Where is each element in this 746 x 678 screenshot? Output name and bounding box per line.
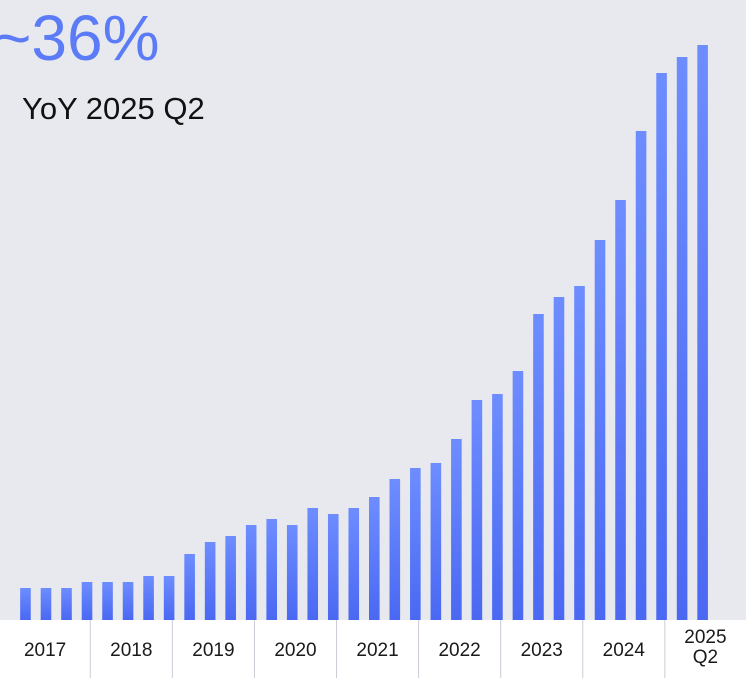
- bar: [348, 508, 360, 620]
- bar: [266, 519, 277, 620]
- bar: [451, 439, 462, 620]
- chart-title: ~36%: [0, 2, 159, 74]
- bar: [676, 57, 688, 620]
- x-tick-label: 2023: [521, 640, 563, 661]
- bar: [533, 314, 544, 620]
- axis-band: [0, 620, 746, 678]
- bar: [389, 479, 401, 620]
- bar: [410, 468, 421, 620]
- bar: [225, 536, 236, 620]
- bar: [615, 200, 626, 620]
- bar: [184, 554, 195, 620]
- x-tick-label: 2022: [438, 640, 480, 661]
- bar: [594, 240, 606, 620]
- bar: [430, 463, 442, 620]
- x-tick-label: 2020: [274, 640, 316, 661]
- bar: [163, 576, 175, 620]
- chart-subtitle: YoY 2025 Q2: [22, 91, 205, 126]
- bar: [369, 497, 380, 620]
- bar: [204, 542, 216, 620]
- bar: [656, 73, 667, 620]
- x-tick-label: 2017: [24, 640, 66, 661]
- bar: [81, 582, 93, 620]
- bar: [122, 582, 134, 620]
- bar: [553, 297, 565, 620]
- bar: [697, 45, 708, 620]
- bar: [286, 525, 298, 620]
- bar: [102, 582, 113, 620]
- x-tick-label: 2021: [356, 640, 398, 661]
- x-tick-label: 2025 Q2: [684, 627, 726, 668]
- bar: [40, 588, 52, 620]
- bar: [327, 514, 339, 620]
- bar: [307, 508, 319, 620]
- bar: [512, 371, 524, 620]
- x-tick-label: 2019: [192, 640, 234, 661]
- bar: [574, 286, 585, 620]
- bar: [471, 400, 483, 620]
- bar: [635, 131, 647, 620]
- bar: [245, 525, 257, 620]
- bar: [61, 588, 72, 620]
- bar: [492, 394, 503, 620]
- bar: [20, 588, 31, 620]
- x-tick-label: 2024: [603, 640, 646, 661]
- bar: [143, 576, 154, 620]
- x-tick-label: 2018: [110, 640, 152, 661]
